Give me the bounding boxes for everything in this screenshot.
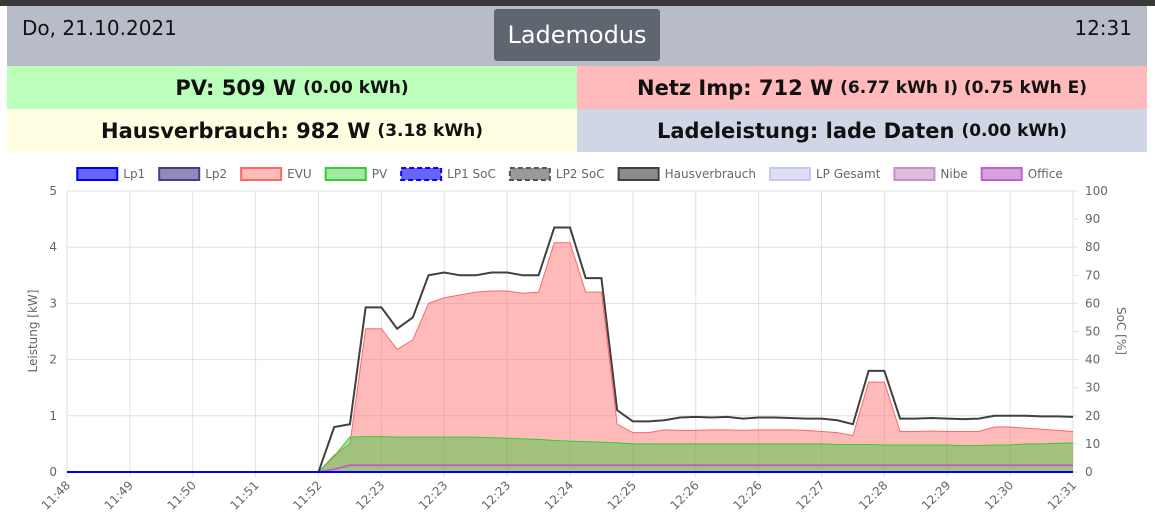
- charge-cell: Ladeleistung: lade Daten (0.00 kWh): [577, 109, 1147, 152]
- y2-axis-title: SoC [%]: [1114, 307, 1128, 355]
- mode-button[interactable]: Lademodus: [494, 9, 660, 61]
- legend-swatch: [76, 167, 119, 181]
- y2-tick-label: 20: [1085, 409, 1100, 423]
- legend-label: LP Gesamt: [816, 167, 881, 181]
- y2-tick-label: 60: [1085, 296, 1100, 310]
- legend-label: Office: [1028, 167, 1063, 181]
- legend-swatch: [768, 167, 811, 181]
- x-tick-label: 12:24: [542, 478, 576, 512]
- legend-label: Lp1: [123, 167, 145, 181]
- pv-detail: (0.00 kWh): [303, 77, 409, 98]
- house-value: Hausverbrauch: 982 W: [101, 118, 371, 143]
- pv-value: PV: 509 W: [175, 75, 297, 100]
- legend-swatch: [617, 167, 660, 181]
- top-strip: [0, 0, 1155, 6]
- y-tick-label: 3: [49, 296, 57, 310]
- legend-label: LP2 SoC: [556, 167, 605, 181]
- time: 12:31: [1074, 16, 1132, 40]
- header: Do, 21.10.2021 Lademodus 12:31: [7, 6, 1147, 66]
- legend-label: Nibe: [940, 167, 967, 181]
- legend-swatch: [324, 167, 367, 181]
- y-axis-title: Leistung [kW]: [26, 290, 40, 373]
- x-tick-label: 11:48: [39, 478, 73, 512]
- charge-detail: (0.00 kWh): [961, 120, 1067, 141]
- y2-tick-label: 80: [1085, 240, 1100, 254]
- legend-label: LP1 SoC: [447, 167, 496, 181]
- legend: Lp1 Lp2 EVU PV LP1 SoC LP2 SoC Hausverbrauch LP…: [76, 167, 1063, 181]
- x-tick-label: 12:23: [479, 478, 513, 512]
- legend-swatch: [508, 167, 551, 181]
- pv-cell: PV: 509 W (0.00 kWh): [7, 66, 577, 109]
- legend-swatch: [240, 167, 283, 181]
- x-tick-label: 12:26: [730, 478, 764, 512]
- y2-tick-label: 40: [1085, 353, 1100, 367]
- x-tick-label: 12:31: [1045, 478, 1079, 512]
- y-tick-label: 1: [49, 409, 57, 423]
- x-tick-label: 12:30: [982, 478, 1016, 512]
- house-cell: Hausverbrauch: 982 W (3.18 kWh): [7, 109, 577, 152]
- y-tick-label: 0: [49, 465, 57, 479]
- grid-value: Netz Imp: 712 W: [637, 75, 834, 100]
- y2-tick-label: 30: [1085, 381, 1100, 395]
- x-tick-label: 12:23: [353, 478, 387, 512]
- legend-swatch: [400, 167, 443, 181]
- x-tick-label: 11:49: [102, 478, 136, 512]
- grid-detail: (6.77 kWh I) (0.75 kWh E): [840, 77, 1087, 98]
- y-tick-label: 2: [49, 353, 57, 367]
- x-tick-label: 12:27: [793, 478, 827, 512]
- y2-tick-label: 70: [1085, 268, 1100, 282]
- date: Do, 21.10.2021: [22, 16, 177, 40]
- x-tick-label: 12:23: [416, 478, 450, 512]
- y2-tick-label: 100: [1085, 184, 1108, 198]
- x-tick-label: 11:52: [290, 478, 324, 512]
- chart: Leistung [kW] SoC [%] 012345010203040506…: [26, 167, 1128, 513]
- x-tick-label: 12:25: [605, 478, 639, 512]
- legend-label: Hausverbrauch: [665, 167, 756, 181]
- charge-value: Ladeleistung: lade Daten: [657, 118, 955, 143]
- legend-label: EVU: [287, 167, 312, 181]
- x-tick-label: 11:51: [227, 478, 261, 512]
- x-tick-label: 12:26: [668, 478, 702, 512]
- series-area: [67, 436, 1073, 472]
- y2-tick-label: 50: [1085, 325, 1100, 339]
- y2-tick-label: 10: [1085, 437, 1100, 451]
- series-area: [67, 242, 1073, 472]
- legend-swatch: [893, 167, 936, 181]
- house-detail: (3.18 kWh): [377, 120, 483, 141]
- y-tick-label: 5: [49, 184, 57, 198]
- x-tick-label: 11:50: [165, 478, 199, 512]
- x-tick-label: 12:29: [919, 478, 953, 512]
- legend-swatch: [980, 167, 1023, 181]
- grid-cell: Netz Imp: 712 W (6.77 kWh I) (0.75 kWh E): [577, 66, 1147, 109]
- legend-label: PV: [372, 167, 388, 181]
- legend-label: Lp2: [205, 167, 227, 181]
- y2-tick-label: 90: [1085, 212, 1100, 226]
- legend-swatch: [158, 167, 201, 181]
- y2-tick-label: 0: [1085, 465, 1093, 479]
- y-tick-label: 4: [49, 240, 57, 254]
- x-tick-label: 12:28: [856, 478, 890, 512]
